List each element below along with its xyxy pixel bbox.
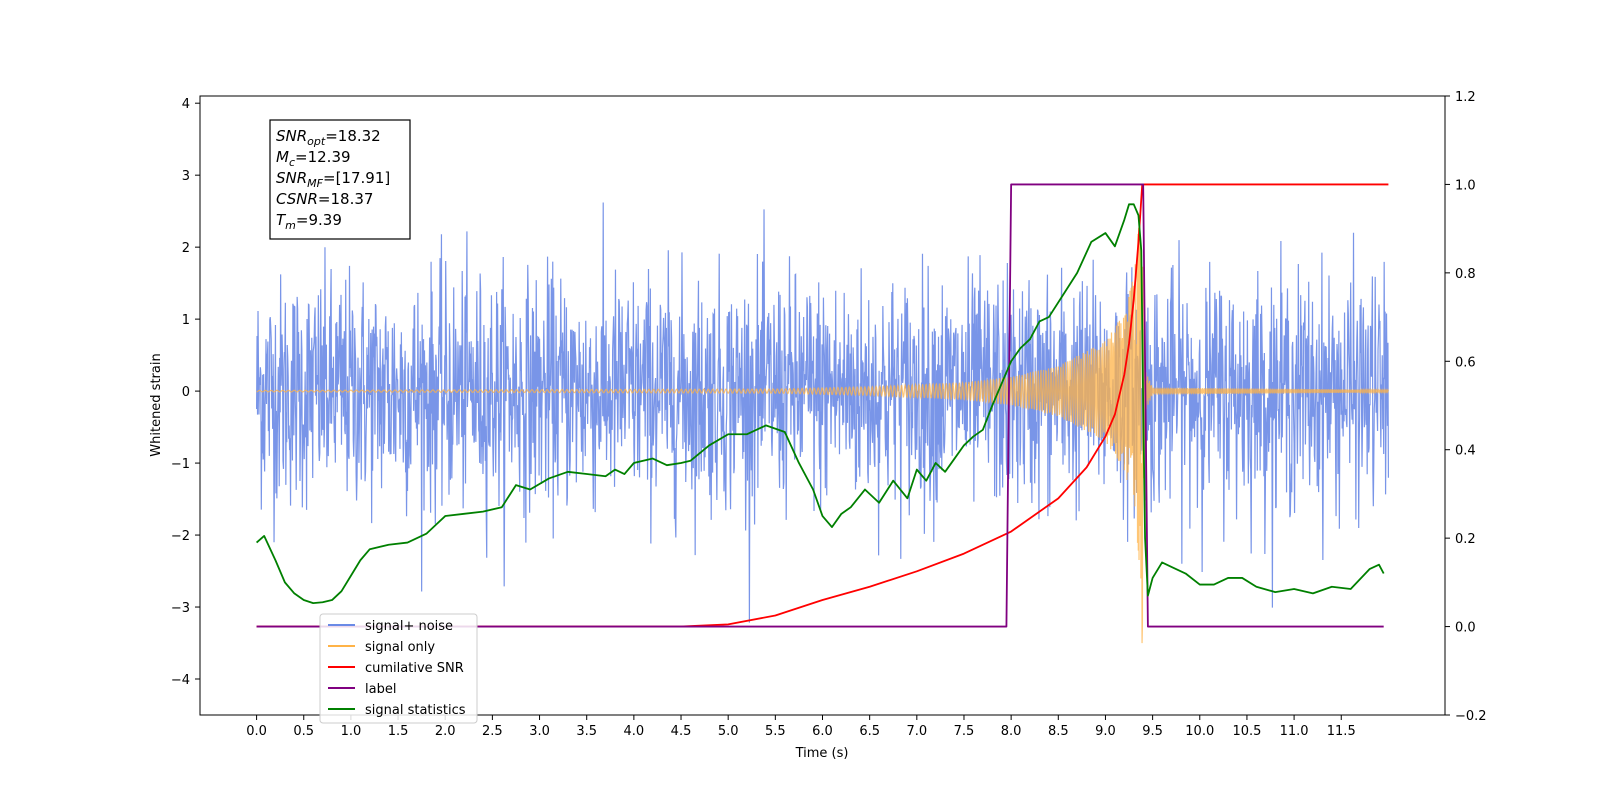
x-tick-label: 7.5: [954, 724, 975, 739]
y-axis-label-left: Whitened strain: [149, 353, 164, 456]
annotation-line: SNRMF=[17.91]: [276, 169, 390, 190]
annotation-subscript: m: [285, 219, 296, 232]
y-left-tick-label: −2: [171, 529, 190, 544]
legend-entry-label: signal+ noise: [365, 619, 453, 634]
y-right-tick-label: 1.0: [1455, 178, 1476, 193]
x-tick-label: 3.5: [576, 724, 597, 739]
x-tick-label: 1.5: [388, 724, 409, 739]
y-left-tick-label: 4: [182, 97, 190, 112]
legend-frame: [319, 613, 478, 724]
x-tick-label: 2.5: [482, 724, 503, 739]
annotation-line: CSNR=18.37: [276, 190, 373, 208]
x-tick-label: 10.5: [1232, 724, 1261, 739]
x-tick-label: 0.0: [246, 724, 267, 739]
x-tick-label: 7.0: [906, 724, 927, 739]
annotation-value: =[17.91]: [323, 169, 390, 187]
y-left-tick-label: −3: [171, 601, 190, 616]
x-tick-label: 5.5: [765, 724, 786, 739]
y-axis-left: −4 −3 −2 −1 0 1 2 3 4: [171, 97, 200, 688]
legend-entry-label: signal only: [365, 640, 435, 655]
y-right-tick-label: 0.2: [1455, 532, 1476, 547]
y-right-tick-label: 0.6: [1455, 355, 1476, 370]
y-left-tick-label: 0: [182, 385, 190, 400]
annotation-subscript: opt: [307, 135, 326, 148]
x-tick-label: 6.5: [859, 724, 880, 739]
annotation-symbol: CSNR: [276, 190, 318, 208]
legend-entry-label: cumilative SNR: [365, 661, 464, 676]
x-axis: 0.0 0.5 1.0 1.5 2.0 2.5 3.0 3.5 4.0 4.5 5.0 5.5 6.0 6…: [246, 715, 1356, 739]
series-line-cumilative-snr: [256, 183, 1389, 628]
y-right-tick-label: 0.0: [1455, 621, 1476, 636]
y-left-tick-label: 2: [182, 241, 190, 256]
y-left-tick-label: −1: [171, 457, 190, 472]
annotation-symbol: SNR: [276, 127, 307, 145]
series-line-signal-only: [256, 225, 1389, 644]
y-left-tick-label: 1: [182, 313, 190, 328]
series-line-signal-noise: [255, 202, 1390, 623]
annotation-symbol: T: [276, 211, 287, 229]
x-axis-label: Time (s): [795, 746, 849, 761]
x-tick-label: 8.5: [1048, 724, 1069, 739]
annotation-line: Mc=12.39: [276, 148, 351, 169]
y-right-tick-label: −0.2: [1455, 709, 1487, 724]
x-tick-label: 9.0: [1095, 724, 1116, 739]
x-tick-label: 4.5: [671, 724, 692, 739]
annotation-box: SNRopt=18.32Mc=12.39SNRMF=[17.91]CSNR=18…: [269, 119, 411, 240]
x-tick-label: 4.0: [624, 724, 645, 739]
y-right-tick-label: 0.8: [1455, 267, 1476, 282]
y-right-tick-label: 0.4: [1455, 444, 1476, 459]
x-tick-label: 9.5: [1142, 724, 1163, 739]
y-axis-right: −0.2 0.0 0.2 0.4 0.6 0.8 1.0 1.2: [1445, 90, 1487, 724]
annotation-line: Tm=9.39: [276, 211, 342, 232]
legend-entry-label: label: [365, 682, 396, 697]
x-tick-label: 6.0: [812, 724, 833, 739]
annotation-value: =9.39: [296, 211, 342, 229]
annotation-symbol: M: [276, 148, 289, 166]
annotation-subscript: MF: [307, 177, 323, 190]
legend-entry-label: signal statistics: [365, 703, 466, 718]
plot-area: [255, 183, 1390, 644]
x-tick-label: 11.0: [1280, 724, 1309, 739]
annotation-line: SNRopt=18.32: [276, 127, 381, 148]
series-line-label: [256, 183, 1384, 628]
x-tick-label: 11.5: [1327, 724, 1356, 739]
annotation-value: =12.39: [295, 148, 351, 166]
y-left-tick-label: 3: [182, 169, 190, 184]
x-tick-label: 8.0: [1001, 724, 1022, 739]
annotation-symbol: SNR: [276, 169, 307, 187]
series-line-signal-statistics: [255, 203, 1385, 605]
legend: signal+ noise signal only cumilative SNR la…: [319, 613, 478, 724]
annotation-frame: [269, 119, 411, 240]
x-tick-label: 2.0: [435, 724, 456, 739]
y-left-tick-label: −4: [171, 673, 190, 688]
y-right-tick-label: 1.2: [1455, 90, 1476, 105]
x-tick-label: 3.0: [529, 724, 550, 739]
annotation-value: =18.37: [318, 190, 374, 208]
x-tick-label: 0.5: [293, 724, 314, 739]
annotation-subscript: c: [289, 156, 295, 169]
x-tick-label: 1.0: [341, 724, 362, 739]
x-tick-label: 10.0: [1185, 724, 1214, 739]
x-tick-label: 5.0: [718, 724, 739, 739]
annotation-value: =18.32: [325, 127, 381, 145]
